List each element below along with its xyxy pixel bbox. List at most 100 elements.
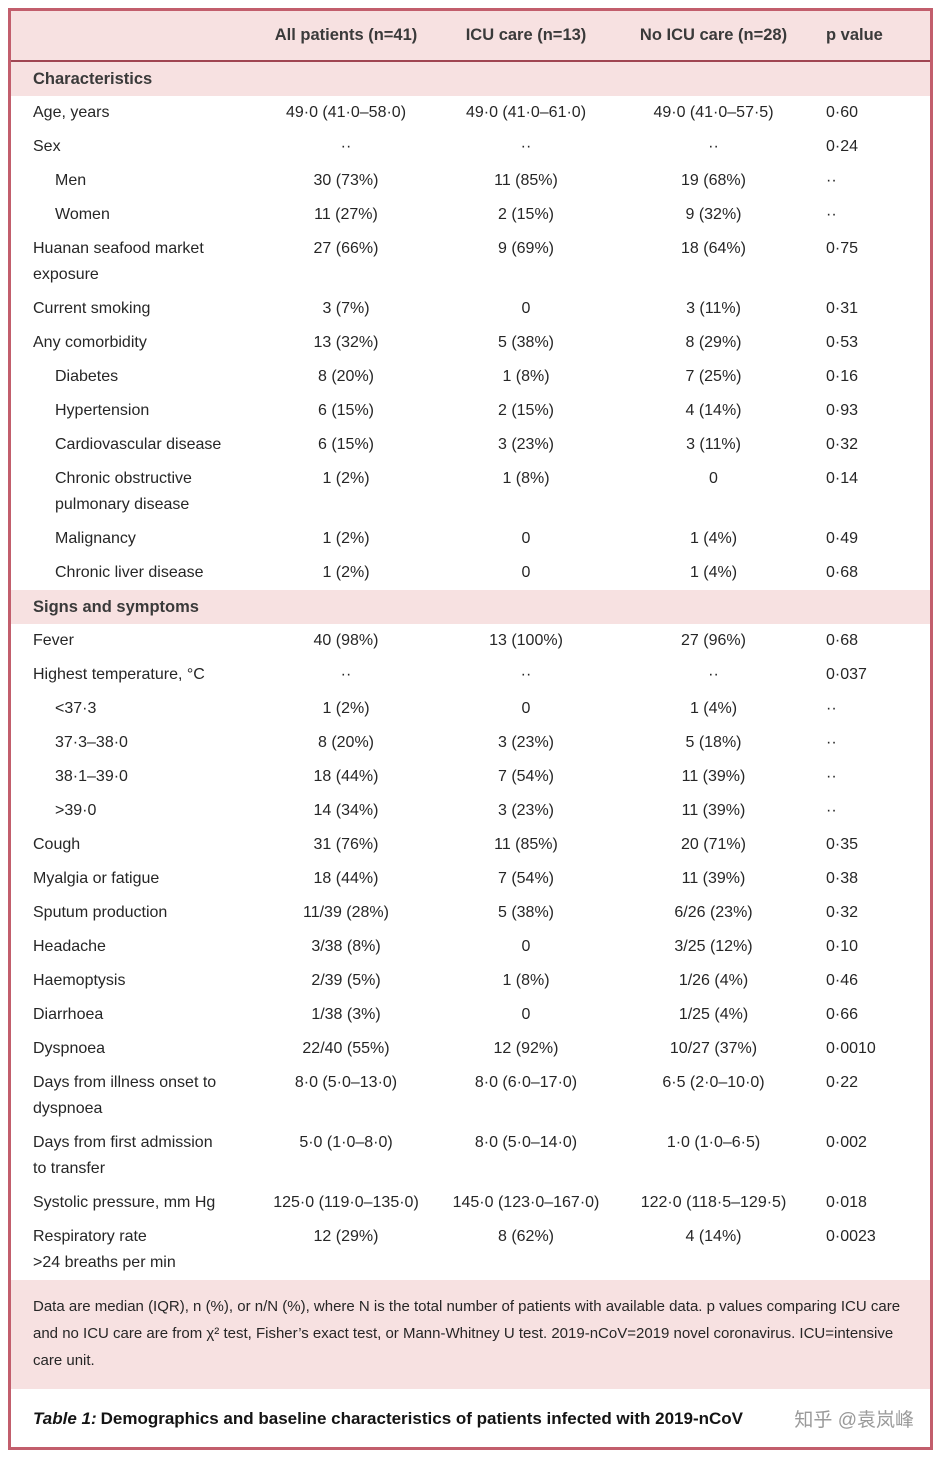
table-frame: All patients (n=41) ICU care (n=13) No I… (8, 8, 933, 1450)
cell-value: 0 (441, 522, 611, 556)
cell-value: 49·0 (41·0–61·0) (441, 96, 611, 130)
cell-value: 31 (76%) (251, 828, 441, 862)
cell-value: 14 (34%) (251, 794, 441, 828)
table-footnote: Data are median (IQR), n (%), or n/N (%)… (11, 1280, 930, 1389)
cell-p-value: 0·32 (816, 896, 930, 930)
table-row: Diabetes 8 (20%) 1 (8%) 7 (25%) 0·16 (11, 360, 930, 394)
cell-value: 6 (15%) (251, 428, 441, 462)
cell-value: 1/38 (3%) (251, 998, 441, 1032)
table-caption: Table 1: Demographics and baseline charac… (33, 1407, 755, 1431)
cell-value: 3 (11%) (611, 292, 816, 326)
cell-p-value: 0·35 (816, 828, 930, 862)
table-row: Chronic liver disease 1 (2%) 0 1 (4%) 0·68 (11, 556, 930, 590)
cell-value: 1 (4%) (611, 692, 816, 726)
cell-value: 3/38 (8%) (251, 930, 441, 964)
cell-value: 6·5 (2·0–10·0) (611, 1066, 816, 1126)
table-row: Women 11 (27%) 2 (15%) 9 (32%) ·· (11, 198, 930, 232)
cell-value: 5 (18%) (611, 726, 816, 760)
cell-value: 40 (98%) (251, 624, 441, 658)
table-row: Sex ·· ·· ·· 0·24 (11, 130, 930, 164)
cell-value: 3 (23%) (441, 794, 611, 828)
cell-value: 1 (8%) (441, 360, 611, 394)
row-label: Any comorbidity (11, 326, 251, 360)
cell-p-value: 0·16 (816, 360, 930, 394)
row-label: Diarrhoea (11, 998, 251, 1032)
row-label: Dyspnoea (11, 1032, 251, 1066)
cell-p-value: ·· (816, 794, 930, 828)
table-row: 37·3–38·0 8 (20%) 3 (23%) 5 (18%) ·· (11, 726, 930, 760)
cell-value: 22/40 (55%) (251, 1032, 441, 1066)
table-row: Sputum production 11/39 (28%) 5 (38%) 6/26 … (11, 896, 930, 930)
cell-value: 7 (54%) (441, 862, 611, 896)
cell-p-value: 0·10 (816, 930, 930, 964)
cell-p-value: 0·46 (816, 964, 930, 998)
row-label: Cough (11, 828, 251, 862)
cell-value: 3 (23%) (441, 726, 611, 760)
cell-value: 0 (441, 556, 611, 590)
table-body: Characteristics Age, years 49·0 (41·0–58·0… (11, 61, 930, 1280)
table-row: Malignancy 1 (2%) 0 1 (4%) 0·49 (11, 522, 930, 556)
cell-value: 1 (2%) (251, 556, 441, 590)
cell-value: 1/26 (4%) (611, 964, 816, 998)
cell-value: 1 (2%) (251, 692, 441, 726)
cell-value: 8·0 (6·0–17·0) (441, 1066, 611, 1126)
cell-value: 9 (69%) (441, 232, 611, 292)
cell-value: ·· (251, 658, 441, 692)
cell-value: 10/27 (37%) (611, 1032, 816, 1066)
cell-value: 125·0 (119·0–135·0) (251, 1186, 441, 1220)
table-row: Systolic pressure, mm Hg 125·0 (119·0–135… (11, 1186, 930, 1220)
table-row: Huanan seafood market exposure 27 (66%) 9 … (11, 232, 930, 292)
row-label: >39·0 (11, 794, 251, 828)
table-row: Days from illness onset to dyspnoea 8·0 (… (11, 1066, 930, 1126)
cell-value: ·· (251, 130, 441, 164)
cell-value: 8 (62%) (441, 1220, 611, 1280)
cell-value: 8·0 (5·0–13·0) (251, 1066, 441, 1126)
cell-value: 30 (73%) (251, 164, 441, 198)
caption-text: Demographics and baseline characteristic… (100, 1408, 744, 1428)
cell-value: 11 (27%) (251, 198, 441, 232)
cell-value: 4 (14%) (611, 1220, 816, 1280)
cell-value: 1·0 (1·0–6·5) (611, 1126, 816, 1186)
cell-value: 27 (66%) (251, 232, 441, 292)
cell-value: 7 (25%) (611, 360, 816, 394)
row-label: Fever (11, 624, 251, 658)
cell-value: 122·0 (118·5–129·5) (611, 1186, 816, 1220)
cell-value: 145·0 (123·0–167·0) (441, 1186, 611, 1220)
cell-value: 3 (11%) (611, 428, 816, 462)
cell-value: 49·0 (41·0–58·0) (251, 96, 441, 130)
cell-p-value: 0·24 (816, 130, 930, 164)
cell-value: 7 (54%) (441, 760, 611, 794)
cell-p-value: 0·037 (816, 658, 930, 692)
caption-label: Table 1: (33, 1408, 97, 1428)
row-label: Days from illness onset to dyspnoea (11, 1066, 251, 1126)
cell-value: ·· (441, 658, 611, 692)
cell-value: 8 (20%) (251, 360, 441, 394)
cell-value: 13 (100%) (441, 624, 611, 658)
cell-p-value: 0·49 (816, 522, 930, 556)
cell-p-value: 0·22 (816, 1066, 930, 1126)
cell-value: 8 (29%) (611, 326, 816, 360)
table-row: Fever 40 (98%) 13 (100%) 27 (96%) 0·68 (11, 624, 930, 658)
cell-value: 18 (44%) (251, 760, 441, 794)
column-header-icu-care: ICU care (n=13) (441, 11, 611, 62)
cell-p-value: 0·75 (816, 232, 930, 292)
cell-p-value: 0·38 (816, 862, 930, 896)
cell-value: 6 (15%) (251, 394, 441, 428)
table-row: Cough 31 (76%) 11 (85%) 20 (71%) 0·35 (11, 828, 930, 862)
row-label: Days from first admission to transfer (11, 1126, 251, 1186)
row-label: Headache (11, 930, 251, 964)
demographics-table: All patients (n=41) ICU care (n=13) No I… (11, 11, 930, 1280)
cell-p-value: 0·68 (816, 624, 930, 658)
cell-value: 3/25 (12%) (611, 930, 816, 964)
row-label: Systolic pressure, mm Hg (11, 1186, 251, 1220)
cell-value: 11 (39%) (611, 862, 816, 896)
column-header-p-value: p value (816, 11, 930, 62)
cell-p-value: 0·93 (816, 394, 930, 428)
table-row: Current smoking 3 (7%) 0 3 (11%) 0·31 (11, 292, 930, 326)
cell-value: 49·0 (41·0–57·5) (611, 96, 816, 130)
table-row: Myalgia or fatigue 18 (44%) 7 (54%) 11 (39%… (11, 862, 930, 896)
cell-value: 2/39 (5%) (251, 964, 441, 998)
cell-value: 0 (441, 998, 611, 1032)
row-label: 38·1–39·0 (11, 760, 251, 794)
cell-p-value: 0·018 (816, 1186, 930, 1220)
